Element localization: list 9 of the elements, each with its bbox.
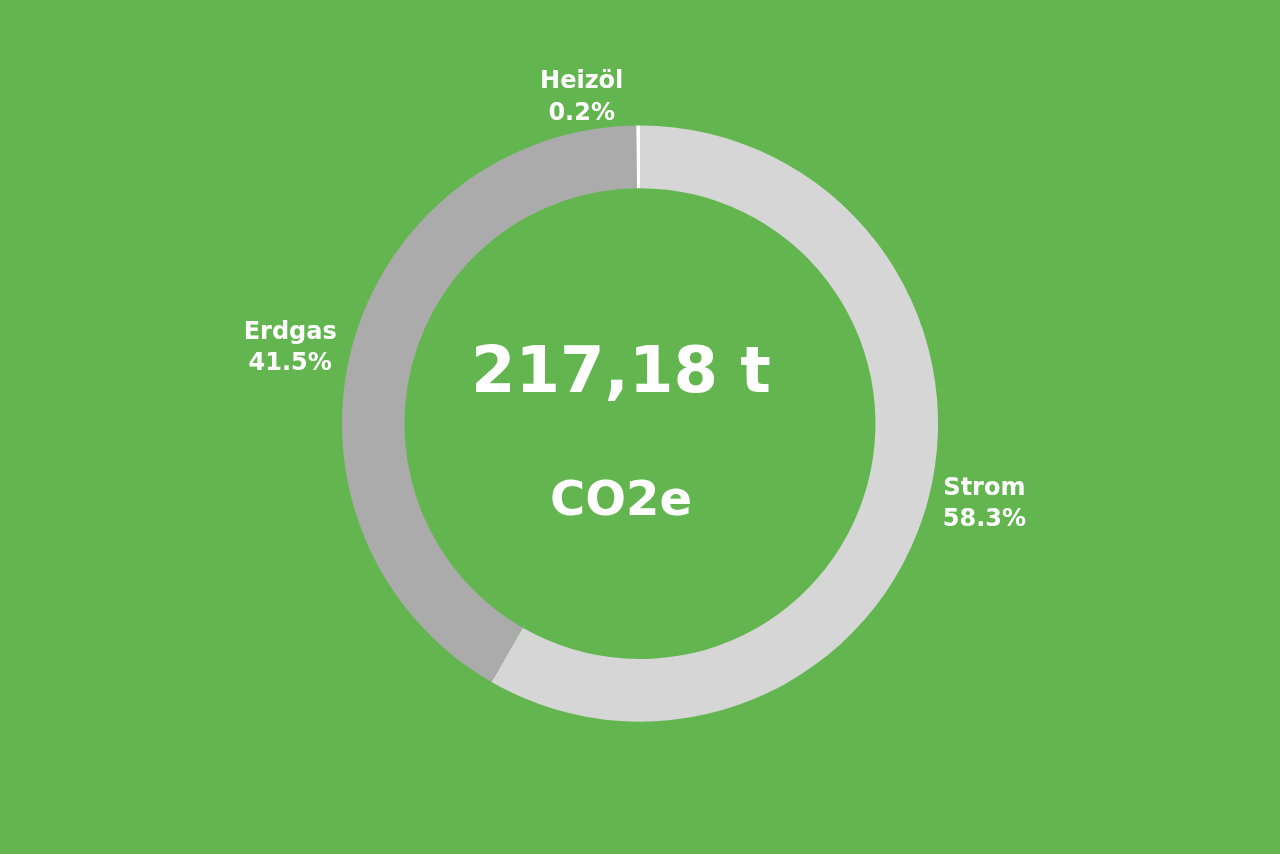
text: CO2e xyxy=(550,470,692,526)
data-label: 0.2% xyxy=(548,97,615,126)
data-label: 58.3% xyxy=(942,503,1027,532)
slice-label: Erdgas xyxy=(243,317,337,346)
slice-label: Heizöl xyxy=(540,66,624,95)
slice-label: Strom xyxy=(943,472,1026,501)
data-label: 41.5% xyxy=(248,348,332,377)
text: 217,18 t xyxy=(471,333,771,407)
donut-slice xyxy=(636,125,640,189)
